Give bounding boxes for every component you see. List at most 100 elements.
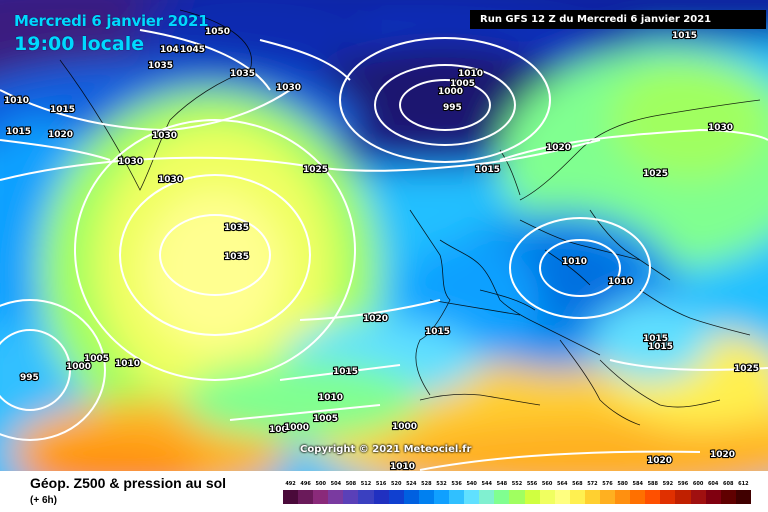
geopotential-field: [0, 0, 768, 471]
scale-value: 544: [481, 481, 492, 487]
isobar-label: 1000: [438, 87, 463, 97]
copyright-notice: Copyright © 2021 Meteociel.fr: [300, 444, 472, 455]
color-scale: 492 496 500 504 508 512 516 520 524 528 532 536 540 5…: [283, 479, 751, 509]
isobar-label: 1035: [148, 61, 173, 71]
scale-swatch: [358, 490, 374, 504]
isobar-label: 1025: [303, 165, 328, 175]
scale-value: 556: [526, 481, 538, 487]
scale-swatch: [494, 490, 510, 504]
scale-swatch: [539, 490, 555, 504]
scale-swatch: [373, 490, 389, 504]
scale-value: 516: [375, 481, 387, 487]
scale-value: 536: [451, 481, 462, 487]
isobar-label: 1005: [84, 354, 109, 364]
scale-value: 528: [421, 481, 432, 487]
scale-value: 500: [315, 481, 326, 487]
isobar-lines: [0, 29, 768, 471]
scale-value: 552: [511, 481, 523, 487]
scale-swatch: [449, 490, 465, 504]
scale-value: 580: [617, 481, 628, 487]
coastlines: [59, 9, 761, 426]
scale-value: 540: [466, 481, 477, 487]
scale-value: 612: [738, 481, 749, 487]
scale-value: 496: [300, 481, 311, 487]
scale-swatch: [464, 490, 480, 504]
scale-swatch: [479, 490, 495, 504]
scale-swatch: [418, 490, 434, 504]
scale-swatch: [735, 490, 751, 504]
isobar-label: 1005: [313, 414, 338, 424]
isobar-label: 1010: [4, 96, 29, 106]
scale-swatch: [403, 490, 419, 504]
isobar-label: 1015: [648, 342, 673, 352]
scale-value: 508: [345, 481, 357, 487]
scale-swatch: [660, 490, 676, 504]
isobar-label: 1000: [392, 422, 417, 432]
isobar-label: 1030: [276, 83, 301, 93]
isobar-label: 1005: [450, 79, 475, 89]
scale-value: 532: [436, 481, 447, 487]
weather-map: 1050 1045 104 1035 1035 1030 1010 1015 1…: [0, 0, 768, 471]
isobar-label: 1025: [734, 364, 759, 374]
isobar-label: 1035: [230, 69, 255, 79]
scale-value: 524: [406, 481, 417, 487]
scale-value: 584: [632, 481, 643, 487]
scale-swatch: [569, 490, 585, 504]
scale-value: 600: [692, 481, 704, 487]
isobar-label: 1015: [643, 334, 668, 344]
isobar-label: 1010: [318, 393, 343, 403]
isobar-label: 1020: [546, 143, 571, 153]
scale-value: 572: [587, 481, 598, 487]
scale-value: 492: [285, 481, 296, 487]
isobar-label: 995: [443, 103, 462, 113]
isobar-label: 104: [160, 45, 179, 55]
legend-title: Géop. Z500 & pression au sol: [30, 475, 227, 491]
isobar-label: 1020: [48, 130, 73, 140]
scale-swatch: [690, 490, 706, 504]
isobar-label: 1030: [158, 175, 183, 185]
isobar-label: 1015: [425, 327, 450, 337]
isobar-label: 1050: [205, 27, 230, 37]
scale-swatch: [343, 490, 359, 504]
model-run-label: Run GFS 12 Z du Mercredi 6 janvier 2021: [470, 10, 766, 29]
isobar-label: 1020: [710, 450, 735, 460]
isobar-label: 995: [20, 373, 39, 383]
scale-value: 576: [602, 481, 613, 487]
scale-value: 504: [330, 481, 342, 487]
scale-value: 520: [390, 481, 402, 487]
isobar-label: 1020: [647, 456, 672, 466]
isobar-label: 100: [269, 425, 288, 435]
isobar-label: 1045: [180, 45, 205, 55]
scale-swatch: [298, 490, 314, 504]
color-scale-bar: [283, 490, 751, 504]
isobar-label: 1010: [562, 257, 587, 267]
forecast-date: Mercredi 6 janvier 2021: [14, 12, 209, 30]
isobar-label: 1000: [66, 362, 91, 372]
isobar-labels: 1050 1045 104 1035 1035 1030 1010 1015 1…: [3, 26, 760, 471]
isobar-label: 1010: [115, 359, 140, 369]
scale-swatch: [645, 490, 661, 504]
scale-swatch: [599, 490, 616, 504]
legend-panel: Géop. Z500 & pression au sol (+ 6h) 492 4…: [0, 471, 768, 512]
isobar-label: 1030: [118, 157, 143, 167]
isobar-label: 1015: [672, 31, 697, 41]
scale-value: 592: [662, 481, 674, 487]
isobar-label: 1035: [224, 252, 249, 262]
scale-value: 560: [541, 481, 553, 487]
isobar-label: 1015: [50, 105, 75, 115]
color-scale-values: 492 496 500 504 508 512 516 520 524 528 532 536 540 5…: [283, 479, 751, 489]
scale-swatch: [283, 490, 299, 504]
scale-swatch: [615, 490, 631, 504]
isobar-label: 1000: [284, 423, 309, 433]
isobar-label: 1015: [475, 165, 500, 175]
legend-subtitle: (+ 6h): [30, 495, 57, 506]
forecast-time: 19:00 locale: [14, 33, 145, 55]
scale-value: 564: [557, 481, 568, 487]
isobar-label: 1010: [608, 277, 633, 287]
scale-value: 604: [707, 481, 719, 487]
scale-swatch: [509, 490, 525, 504]
isobar-label: 1010: [390, 462, 415, 471]
scale-swatch: [328, 490, 344, 504]
scale-value: 608: [723, 481, 734, 487]
scale-value: 596: [677, 481, 689, 487]
